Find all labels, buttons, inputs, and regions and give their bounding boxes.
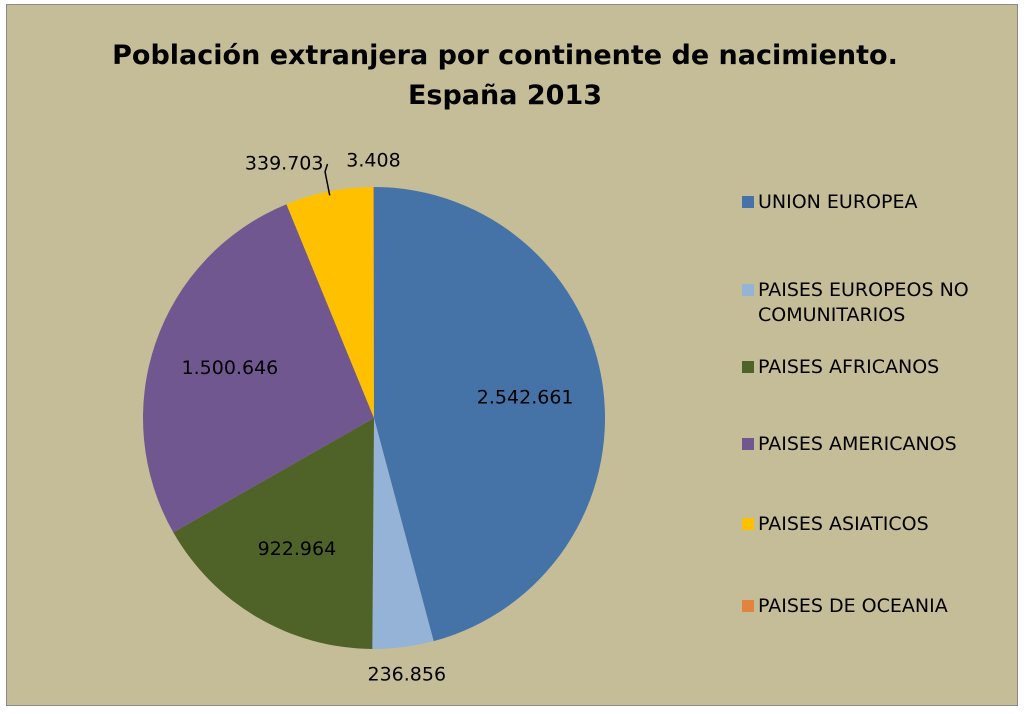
legend-swatch [742, 284, 754, 296]
data-label: 922.964 [258, 538, 337, 560]
pie-slice [372, 418, 434, 649]
legend-swatch [742, 361, 754, 373]
legend-swatch [742, 196, 754, 208]
data-label: 3.408 [346, 150, 400, 172]
legend-label: PAISES AMERICANOS [758, 433, 957, 455]
chart-title: Población extranjera por continente de n… [0, 36, 1010, 116]
pie-slice [374, 187, 605, 642]
legend-label: PAISES DE OCEANIA [758, 595, 948, 617]
title-line: Población extranjera por continente de n… [112, 40, 898, 71]
pie-slice [373, 187, 374, 418]
legend-swatch [742, 600, 754, 612]
legend-swatch [742, 518, 754, 530]
legend-label: PAISES AFRICANOS [758, 356, 940, 378]
leader-line [324, 163, 331, 196]
pie-slice [173, 418, 374, 649]
legend-label: PAISES ASIATICOS [758, 513, 929, 535]
pie-slice [286, 187, 374, 418]
title-line: España 2013 [407, 80, 603, 111]
data-label: 1.500.646 [182, 357, 279, 379]
legend-label: PAISES EUROPEOS NO COMUNITARIOS [758, 279, 969, 326]
legend-label: UNION EUROPEA [758, 191, 918, 213]
pie-slice [142, 204, 374, 533]
data-label: 2.542.661 [477, 387, 574, 409]
data-label: 339.703 [245, 152, 324, 174]
legend-swatch [742, 438, 754, 450]
data-label: 236.856 [367, 663, 446, 685]
